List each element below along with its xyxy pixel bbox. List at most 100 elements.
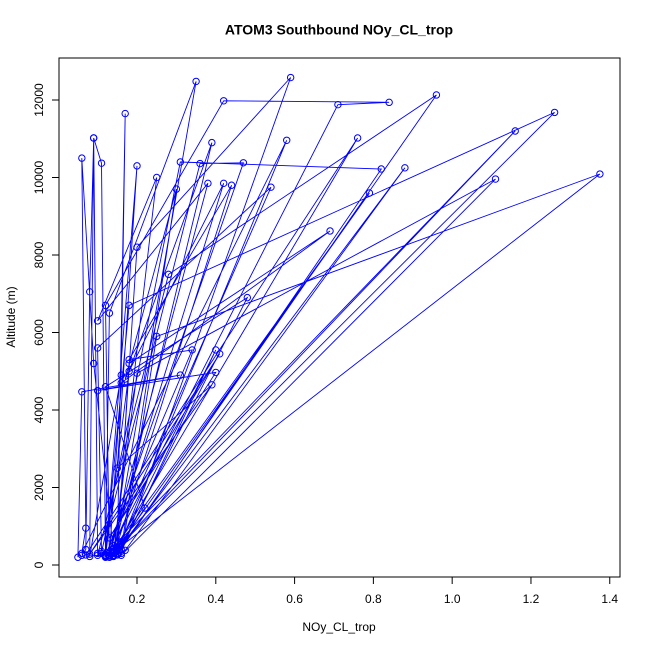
point: [109, 541, 118, 550]
y-tick-label: 4000: [32, 396, 46, 423]
plot-frame: [58, 57, 621, 578]
point: [101, 553, 110, 561]
point: [82, 551, 90, 559]
point: [86, 288, 94, 296]
point: [113, 464, 122, 472]
point: [219, 179, 228, 188]
point: [219, 97, 228, 105]
point: [78, 388, 86, 396]
point: [113, 545, 122, 554]
point: [125, 301, 133, 310]
point: [208, 138, 216, 147]
point: [164, 270, 173, 279]
point: [125, 355, 133, 364]
point: [117, 371, 125, 379]
series-line: [77, 77, 601, 558]
chart-title: ATOM3 Southbound NOy_CL_trop: [225, 22, 453, 38]
point: [117, 538, 125, 546]
point: [86, 550, 94, 558]
point: [109, 549, 118, 558]
point: [74, 553, 82, 561]
point: [511, 127, 519, 135]
point: [125, 367, 133, 375]
point: [365, 189, 374, 197]
y-tick-label: 10000: [32, 160, 46, 194]
point: [125, 359, 133, 368]
point: [176, 371, 185, 379]
point: [82, 545, 90, 554]
x-tick-label: 0.4: [207, 592, 224, 606]
point: [105, 551, 114, 560]
point: [113, 543, 122, 552]
point: [401, 164, 409, 172]
point: [105, 309, 114, 317]
point: [121, 375, 129, 383]
point: [192, 77, 200, 86]
point: [121, 109, 129, 118]
point: [97, 549, 106, 558]
point: [188, 346, 196, 354]
point: [172, 185, 181, 193]
point: [121, 546, 129, 554]
point: [113, 550, 122, 559]
point: [133, 243, 141, 251]
point: [133, 369, 141, 377]
point: [93, 551, 102, 560]
point: [93, 344, 102, 352]
y-tick-label: 0: [32, 561, 46, 568]
point: [208, 381, 216, 389]
point: [227, 181, 236, 189]
y-tick-label: 12000: [32, 83, 46, 117]
point: [286, 73, 295, 82]
x-tick-label: 1.4: [601, 592, 618, 606]
point: [153, 332, 161, 341]
point: [78, 551, 86, 560]
point: [334, 100, 342, 109]
y-tick-label: 8000: [32, 241, 46, 268]
x-tick-label: 0.8: [365, 592, 382, 606]
point: [353, 134, 362, 142]
point: [204, 179, 212, 188]
point: [93, 317, 102, 325]
point: [117, 551, 125, 560]
y-axis-label: Altitude (m): [4, 286, 18, 347]
point: [326, 227, 334, 235]
y-tick-label: 6000: [32, 319, 46, 346]
point: [267, 183, 275, 191]
point: [243, 293, 252, 302]
point: [101, 301, 110, 310]
point: [78, 549, 86, 558]
point: [78, 154, 86, 162]
point: [101, 383, 110, 391]
point: [113, 539, 122, 548]
point: [109, 552, 118, 560]
point: [596, 170, 604, 178]
point: [133, 162, 141, 170]
point: [196, 159, 204, 168]
point: [82, 524, 90, 532]
y-tick-label: 2000: [32, 474, 46, 501]
point: [212, 346, 220, 354]
point: [105, 534, 114, 542]
point: [86, 552, 94, 561]
point: [432, 91, 441, 99]
point: [101, 551, 110, 559]
x-tick-label: 1.0: [444, 592, 461, 606]
point: [117, 379, 125, 387]
point: [97, 159, 106, 167]
point: [216, 350, 224, 358]
point: [93, 549, 102, 558]
point: [550, 108, 559, 117]
point: [153, 173, 161, 182]
point: [89, 359, 98, 368]
point: [377, 165, 385, 173]
x-tick-label: 1.2: [523, 592, 540, 606]
point: [491, 175, 500, 183]
point: [117, 545, 125, 554]
point: [283, 136, 291, 145]
point: [385, 98, 393, 107]
point: [89, 134, 98, 142]
x-tick-label: 0.6: [286, 592, 303, 606]
